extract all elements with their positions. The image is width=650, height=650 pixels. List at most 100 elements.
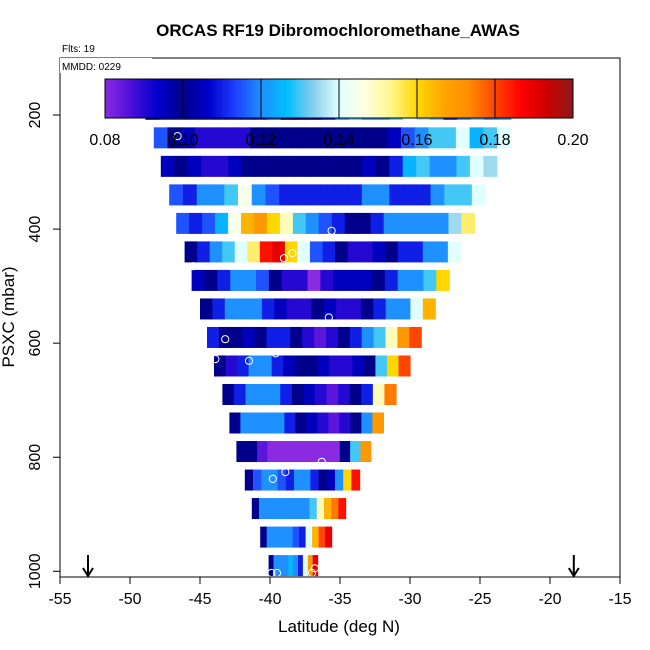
sample-marker (281, 468, 290, 477)
colorbar-cell (306, 79, 311, 118)
curtain-cell (200, 298, 213, 320)
curtain-cell (240, 412, 252, 434)
colorbar-cell (520, 79, 524, 118)
colorbar-cell (169, 79, 173, 118)
curtain-cell (361, 412, 373, 434)
colorbar-cell (534, 79, 539, 118)
curtain-cell (373, 326, 387, 348)
curtain-cell (222, 383, 235, 405)
colorbar-cell (529, 79, 533, 118)
curtain-cell (386, 355, 400, 377)
curtain-cell (317, 355, 330, 377)
curtain-cell (305, 526, 313, 548)
curtain-cell (338, 383, 351, 405)
curtain-cell (361, 326, 375, 348)
curtain-cell (339, 412, 351, 434)
colorbar-cell (254, 79, 258, 118)
curtain-cell (304, 127, 320, 149)
colorbar-cell (312, 79, 317, 118)
colorbar-cell (186, 79, 191, 118)
curtain-cell (271, 355, 284, 377)
colorbar-cell (374, 79, 378, 118)
curtain-cell (236, 127, 251, 149)
colorbar-cell (160, 79, 164, 118)
curtain-cell (196, 184, 212, 206)
x-tick-label: -25 (468, 591, 491, 608)
curtain-cell (389, 184, 404, 206)
curtain-cell (273, 555, 279, 577)
curtain-cell (373, 298, 387, 320)
curtain-cell (191, 269, 206, 291)
colorbar-cell (537, 79, 542, 118)
curtain-cell (268, 269, 283, 291)
curtain-cell (319, 441, 331, 463)
colorbar-tick-label: 0.12 (245, 132, 276, 149)
curtain-cell (273, 498, 282, 520)
colorbar-cell (494, 79, 498, 118)
colorbar-cell (204, 79, 208, 118)
curtain-cell (284, 241, 299, 263)
curtain-cell (266, 212, 281, 234)
curtain-cell (373, 127, 388, 149)
curtain-cell (360, 298, 374, 320)
curtain-cell (265, 184, 280, 206)
colorbar-cell (388, 79, 393, 118)
colorbar-cell (356, 79, 360, 118)
colorbar-cell (567, 79, 571, 118)
curtain-cell (339, 441, 351, 463)
curtain-cell (299, 298, 313, 320)
colorbar-cell (274, 79, 279, 118)
colorbar-cell (271, 79, 276, 118)
curtain-cell (335, 155, 350, 177)
curtain-cell (253, 469, 262, 491)
curtain-cell (384, 269, 399, 291)
colorbar-cell (473, 79, 477, 118)
curtain-cell (352, 355, 365, 377)
colorbar-cell (479, 79, 483, 118)
colorbar-cell (347, 79, 352, 118)
sample-marker (288, 249, 297, 258)
colorbar-cell (505, 79, 510, 118)
curtain-cell (337, 326, 351, 348)
curtain-cell (201, 155, 216, 177)
y-tick-label: 200 (27, 102, 44, 129)
colorbar-cell (137, 79, 141, 118)
curtain-cell (263, 127, 278, 149)
curtain-cell (212, 298, 226, 320)
curtain-cell (294, 269, 309, 291)
curtain-cell (222, 241, 236, 263)
curtain-cell (182, 184, 198, 206)
colorbar-cell (245, 79, 249, 118)
colorbar-cell (546, 79, 551, 118)
y-tick-label: 400 (27, 216, 44, 243)
curtain-cell (237, 355, 250, 377)
curtain-cell (383, 212, 398, 234)
curtain-cell (251, 412, 263, 434)
curtain-cell (343, 469, 352, 491)
curtain-cell (396, 212, 411, 234)
curtain-cell (295, 498, 303, 520)
colorbar-cell (262, 79, 267, 118)
curtain-cell (251, 184, 267, 206)
curtain-cell (347, 241, 361, 263)
curtain-cell (422, 241, 436, 263)
curtain-cell (268, 555, 275, 577)
curtain-cell (338, 498, 347, 520)
curtain-cell (361, 184, 377, 206)
curtain-cell (370, 212, 385, 234)
curtain-cell (346, 269, 360, 291)
colorbar-cell (432, 79, 437, 118)
colorbar-cell (105, 79, 109, 118)
curtain-cell (410, 241, 424, 263)
sample-marker (188, 262, 198, 271)
colorbar-cell (286, 79, 290, 118)
colorbar-cell (400, 79, 404, 118)
colorbar-cell (406, 79, 410, 118)
curtain-cell (247, 241, 261, 263)
curtain-cell (261, 298, 275, 320)
curtain-cell (187, 155, 202, 177)
curtain-cell (202, 212, 216, 234)
colorbar-cell (435, 79, 439, 118)
arrow-head (567, 567, 580, 578)
